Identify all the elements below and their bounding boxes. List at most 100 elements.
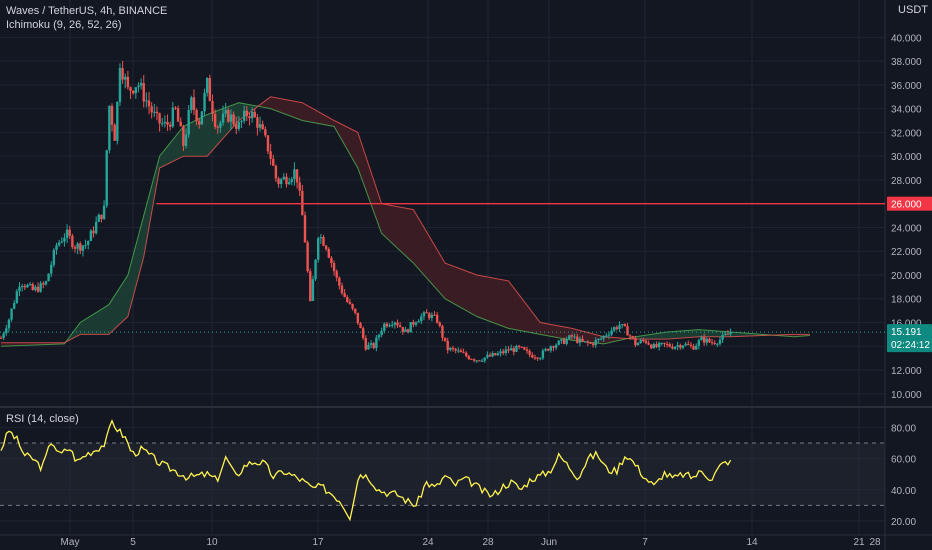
cloud-segment <box>95 309 101 335</box>
price-tick-label: 36.000 <box>891 81 922 92</box>
cloud-segment <box>393 205 398 249</box>
candle-body <box>568 335 571 340</box>
cloud-segment <box>119 280 125 325</box>
cloud-segment <box>206 112 212 157</box>
candle-body <box>475 360 478 362</box>
candle-body <box>480 360 484 362</box>
candle-body <box>443 337 447 341</box>
candle-body <box>668 344 671 347</box>
candle-body <box>293 169 296 180</box>
candle-body <box>655 344 658 348</box>
candle-body <box>586 341 590 343</box>
candle-body <box>10 308 13 320</box>
candle-body <box>599 338 603 340</box>
candle-body <box>631 336 634 339</box>
candlestick-series[interactable] <box>0 60 732 364</box>
candle-body <box>338 277 341 286</box>
candle-body <box>383 323 386 331</box>
candle-body <box>237 122 241 129</box>
cloud-segment <box>563 326 569 340</box>
candle-body <box>340 285 344 294</box>
cloud-segment <box>698 329 704 338</box>
candle-body <box>319 236 323 239</box>
candle-body <box>47 273 50 282</box>
candle-body <box>145 100 148 102</box>
candle-body <box>401 327 404 332</box>
candle-body <box>36 286 40 292</box>
candle-body <box>544 348 547 351</box>
cloud-segment <box>547 323 553 337</box>
cloud-segment <box>444 262 450 302</box>
rsi-legend[interactable]: RSI (14, close) <box>6 413 79 425</box>
candle-body <box>261 124 264 130</box>
candle-body <box>277 178 280 185</box>
candle-body <box>644 340 648 343</box>
senkou-span-a <box>0 102 810 347</box>
currency-unit[interactable]: USDT <box>898 4 928 16</box>
candle-body <box>50 264 53 274</box>
candle-body <box>184 134 188 146</box>
cloud-segment <box>674 330 680 339</box>
candle-body <box>314 259 317 280</box>
candle-body <box>158 113 161 124</box>
cloud-segment <box>87 314 93 335</box>
candle-body <box>245 110 249 117</box>
candle-body <box>250 111 254 119</box>
candle-body <box>684 343 687 346</box>
candle-body <box>5 328 8 334</box>
candle-body <box>589 342 592 344</box>
date-tick-label: 24 <box>422 537 434 548</box>
candle-body <box>626 326 629 336</box>
candle-body <box>42 283 45 285</box>
candle-body <box>26 284 29 288</box>
cloud-segment <box>468 271 474 315</box>
candle-body <box>457 350 460 352</box>
rsi-tick-label: 20.00 <box>891 517 916 528</box>
last-price-label: 15.191 <box>891 327 922 338</box>
candle-body <box>557 340 560 345</box>
cloud-segment <box>508 280 513 330</box>
candle-body <box>129 87 132 91</box>
candle-body <box>76 243 79 249</box>
candle-body <box>398 325 402 328</box>
cloud-segment <box>484 276 489 322</box>
candle-body <box>467 356 471 360</box>
rsi-pane[interactable] <box>0 418 885 522</box>
price-tick-label: 10.000 <box>891 390 922 401</box>
cloud-segment <box>306 104 311 123</box>
candle-body <box>428 313 431 319</box>
ichimoku-legend[interactable]: Ichimoku (9, 26, 52, 26) <box>6 19 122 31</box>
chart-annotations[interactable] <box>0 203 885 333</box>
rsi-tick-label: 40.00 <box>891 486 916 497</box>
candle-body <box>438 322 441 326</box>
candle-body <box>279 179 283 185</box>
candle-body <box>406 329 410 333</box>
candle-body <box>324 245 328 250</box>
cloud-segment <box>191 120 196 157</box>
candle-body <box>396 322 399 326</box>
candle-body <box>602 335 605 339</box>
candle-body <box>507 349 510 351</box>
cloud-segment <box>512 285 517 331</box>
candle-body <box>525 349 529 351</box>
cloud-segment <box>480 275 486 320</box>
cloud-segment <box>282 98 287 116</box>
candle-body <box>81 245 85 251</box>
candle-body <box>248 116 251 119</box>
candle-body <box>100 214 103 220</box>
cloud-segment <box>710 330 716 338</box>
candle-body <box>496 353 500 356</box>
candle-body <box>39 283 42 292</box>
candle-body <box>176 108 180 122</box>
candle-body <box>34 286 37 290</box>
symbol-legend[interactable]: Waves / TetherUS, 4h, BINANCE <box>6 5 168 17</box>
candle-body <box>97 214 101 222</box>
cloud-segment <box>401 207 406 257</box>
candle-body <box>65 229 69 238</box>
candle-body <box>317 238 320 260</box>
candle-body <box>139 83 143 86</box>
price-tick-label: 40.000 <box>891 33 922 44</box>
cloud-segment <box>694 329 700 338</box>
candle-body <box>92 230 95 234</box>
